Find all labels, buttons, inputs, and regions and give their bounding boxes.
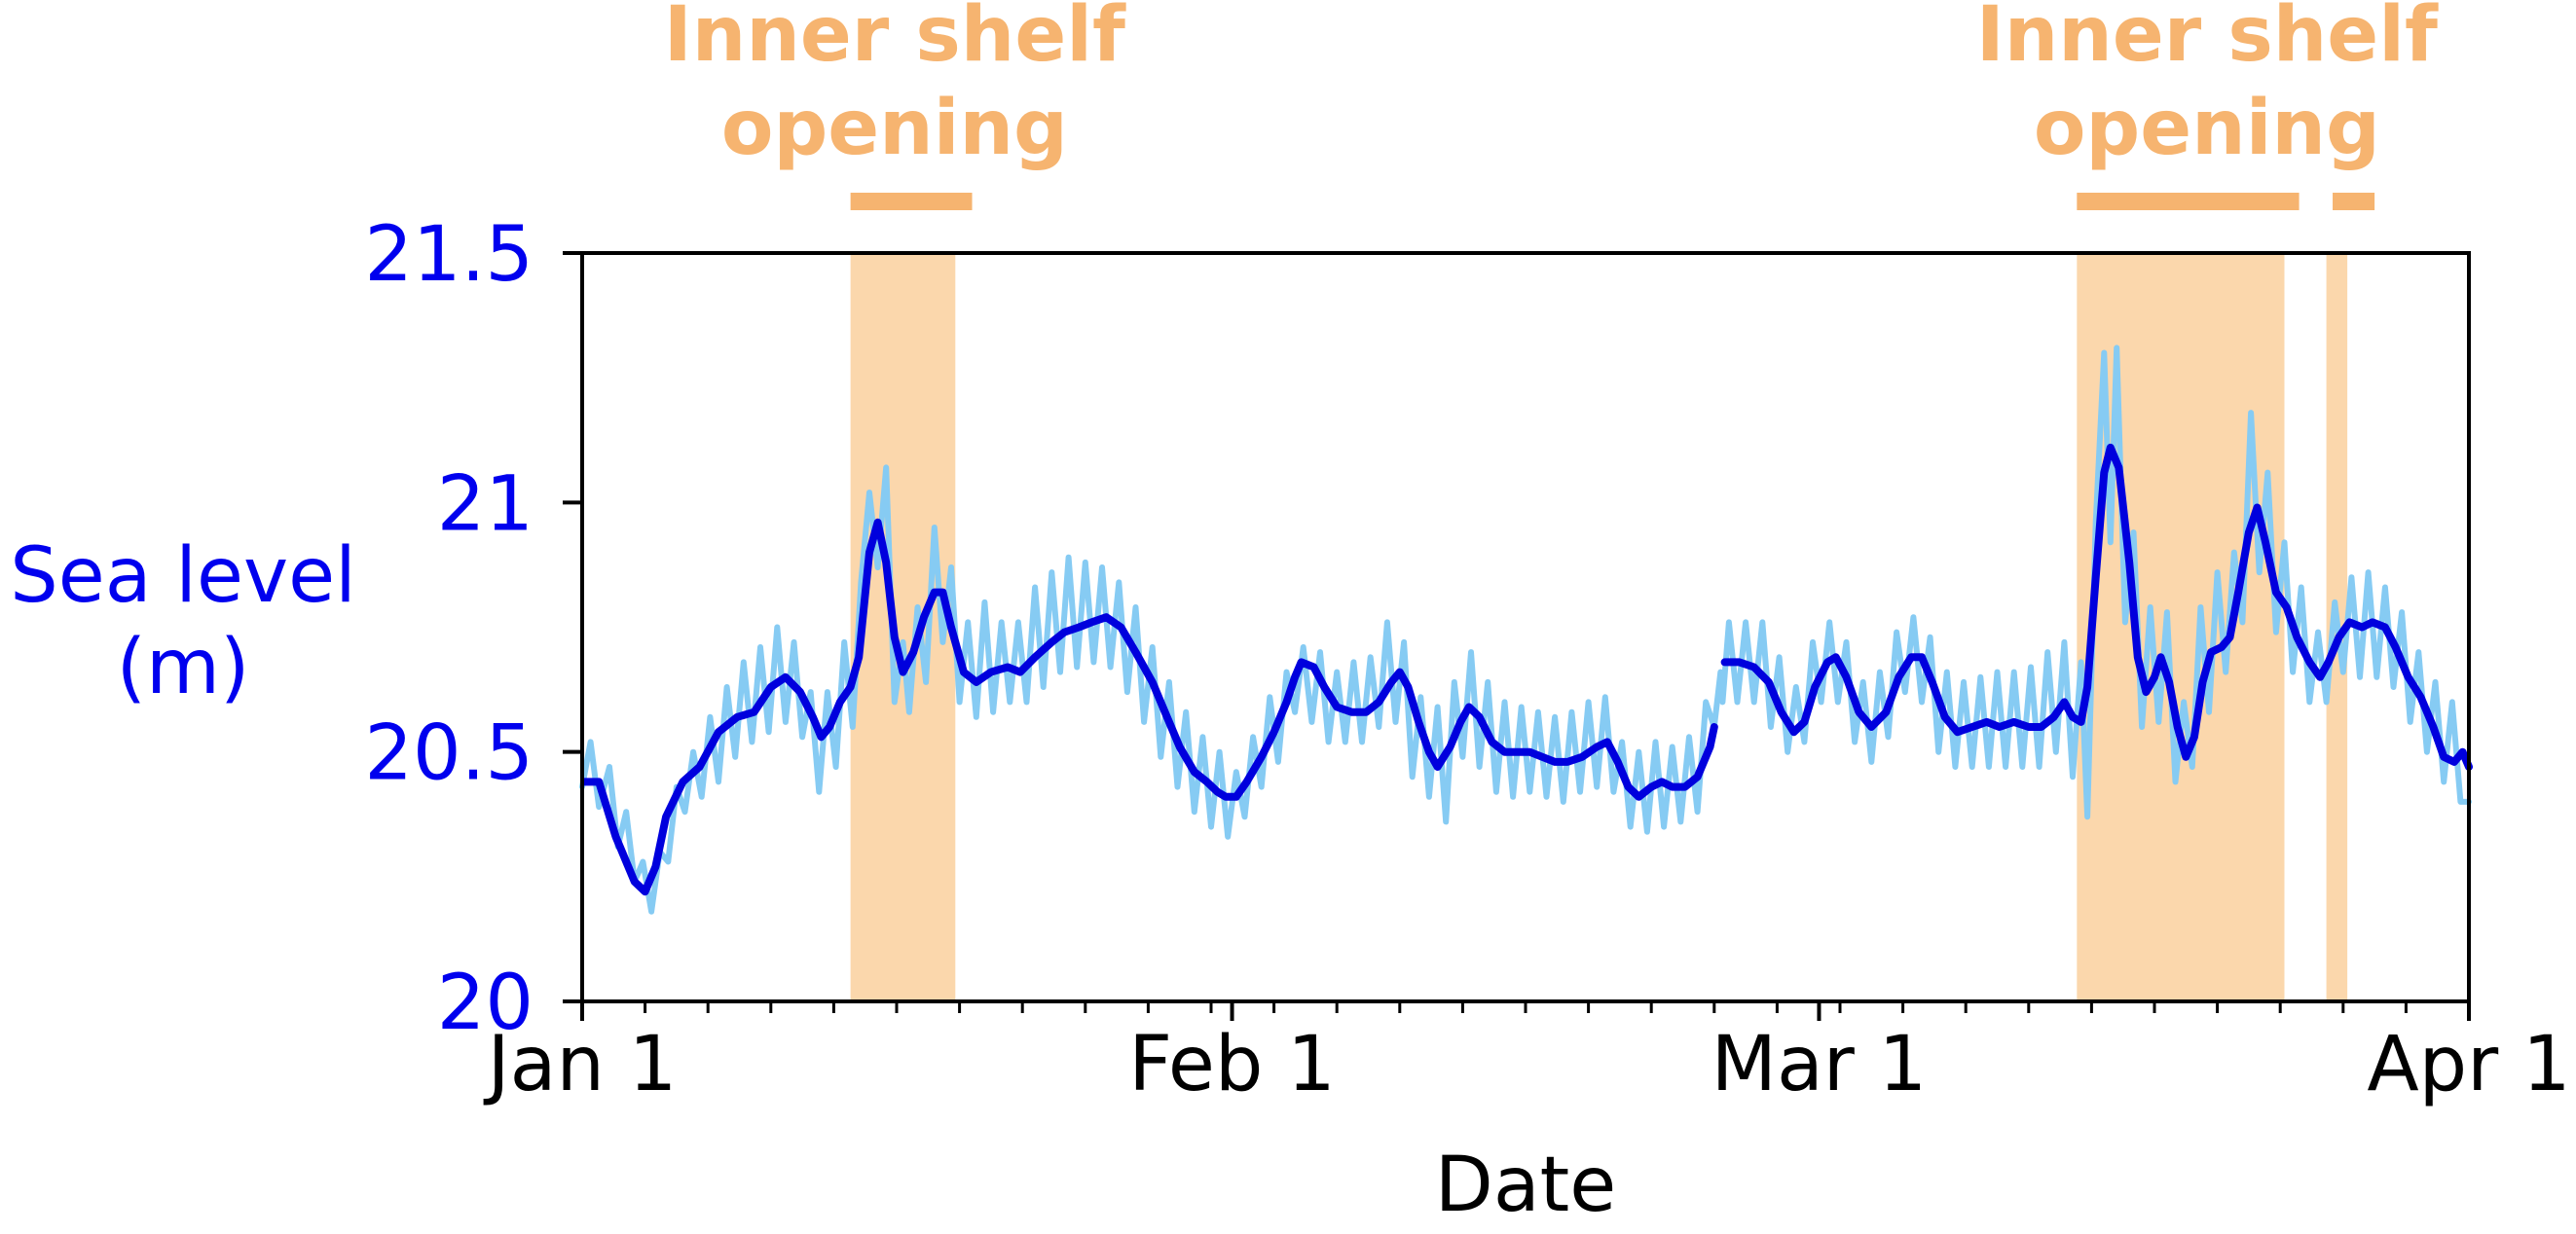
x-tick-label-2: Mar 1: [1711, 1021, 1928, 1108]
y-tick-label-0: 20: [437, 960, 534, 1047]
x-axis-label: Date: [1435, 1142, 1616, 1229]
shaded-period-1: [2077, 253, 2285, 1001]
x-tick-label-3: Apr 1: [2367, 1021, 2570, 1108]
y-tick-label-1: 20.5: [364, 710, 534, 798]
raw-series-segment-1: [1719, 345, 2472, 820]
annotation-1-bar-1: [2333, 193, 2375, 210]
shaded-periods: [850, 253, 2348, 1001]
y-axis-label-line-1: Sea level: [10, 532, 356, 620]
smoothed-series-segment-0: [580, 518, 1718, 896]
annotation-1-line-0: Inner shelf: [1976, 0, 2439, 79]
annotation-1-bar-0: [2077, 193, 2300, 210]
x-tick-label-1: Feb 1: [1128, 1021, 1336, 1108]
annotation-1-line-1: opening: [2034, 85, 2380, 172]
raw-series-segment-0: [579, 464, 1724, 915]
smoothed-series-segment-1: [1720, 443, 2473, 771]
raw-sea-level-series: [579, 345, 2472, 915]
y-tick-label-2: 21: [437, 460, 534, 548]
annotation-0-line-0: Inner shelf: [664, 0, 1126, 79]
x-axis-ticks: Jan 1 Feb 1 Mar 1 Apr 1: [483, 1001, 2571, 1108]
y-axis-label-line-2: (m): [117, 624, 250, 711]
annotation-0-bar-0: [850, 193, 973, 210]
x-tick-label-0: Jan 1: [483, 1021, 678, 1108]
shaded-period-0: [850, 253, 956, 1001]
y-axis-ticks: 20 20.5 21 21.5: [364, 211, 582, 1047]
y-tick-label-3: 21.5: [364, 211, 534, 299]
smoothed-sea-level-series: [580, 443, 2473, 896]
annotation-0-line-1: opening: [721, 85, 1068, 172]
